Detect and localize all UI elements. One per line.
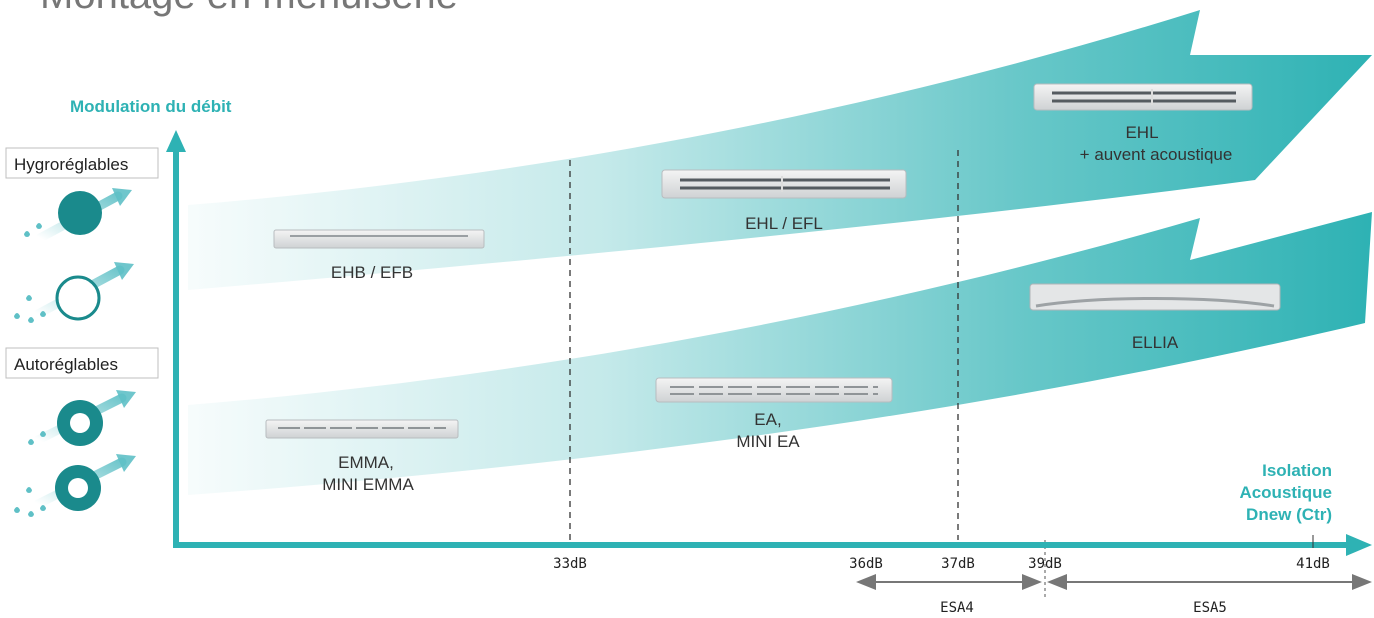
esa4-range-arrow <box>856 574 1042 590</box>
hygro-band-arrow <box>188 10 1372 290</box>
tick-label-36db: 36dB <box>849 556 883 572</box>
product-image-ehb-efb <box>273 229 485 249</box>
x-axis-arrowhead <box>1346 534 1372 556</box>
product-label-ellia: ELLIA <box>1132 333 1179 352</box>
tick-label-39db: 39dB <box>1028 556 1062 572</box>
category-label-hygro: Hygroréglables <box>14 155 128 174</box>
product-label-ehb-efb: EHB / EFB <box>331 263 413 282</box>
tick-label-41db: 41dB <box>1296 556 1330 572</box>
y-axis-label: Modulation du débit <box>70 97 232 116</box>
donut-icon <box>28 390 136 446</box>
x-axis-label-3: Dnew (Ctr) <box>1246 505 1332 524</box>
esa5-label: ESA5 <box>1193 600 1227 616</box>
product-label-emma: EMMA, <box>338 453 394 472</box>
product-image-ea <box>655 377 893 403</box>
ring-circle-icon <box>14 262 134 323</box>
product-label-emma-line2: MINI EMMA <box>322 475 414 494</box>
tick-label-33db: 33dB <box>553 556 587 572</box>
product-label-ehl-line2: + auvent acoustique <box>1080 145 1233 164</box>
category-label-auto: Autoréglables <box>14 355 118 374</box>
page-title: Montage en menuiserie <box>40 0 458 17</box>
product-image-ellia <box>1029 283 1281 311</box>
donut-icon <box>14 454 136 517</box>
filled-circle-icon <box>24 188 132 243</box>
esa5-range-arrow <box>1047 574 1372 590</box>
product-label-ea-line2: MINI EA <box>736 432 800 451</box>
y-axis-arrowhead <box>166 130 186 152</box>
product-label-ehl: EHL <box>1125 123 1158 142</box>
product-image-ehl-auvent <box>1033 83 1253 111</box>
product-label-ehl-efl: EHL / EFL <box>745 214 823 233</box>
x-axis-label-1: Isolation <box>1262 461 1332 480</box>
category-box-hygro <box>5 147 159 179</box>
tick-label-37db: 37dB <box>941 556 975 572</box>
product-label-ea: EA, <box>754 410 781 429</box>
esa4-label: ESA4 <box>940 600 974 616</box>
x-axis-label-2: Acoustique <box>1239 483 1332 502</box>
category-box-auto <box>5 347 159 379</box>
product-image-emma <box>265 419 459 439</box>
auto-band-arrow <box>188 212 1372 495</box>
product-image-ehl-efl <box>661 169 907 199</box>
